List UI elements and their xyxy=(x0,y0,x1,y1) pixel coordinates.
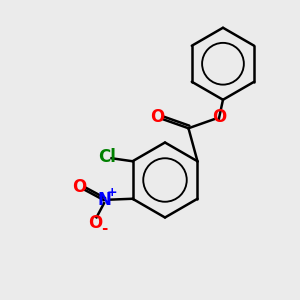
Text: O: O xyxy=(72,178,86,196)
Text: O: O xyxy=(88,214,102,232)
Text: N: N xyxy=(97,191,111,209)
Text: O: O xyxy=(212,108,226,126)
Text: Cl: Cl xyxy=(98,148,116,166)
Text: O: O xyxy=(151,108,165,126)
Text: -: - xyxy=(101,221,107,236)
Text: +: + xyxy=(107,186,118,199)
